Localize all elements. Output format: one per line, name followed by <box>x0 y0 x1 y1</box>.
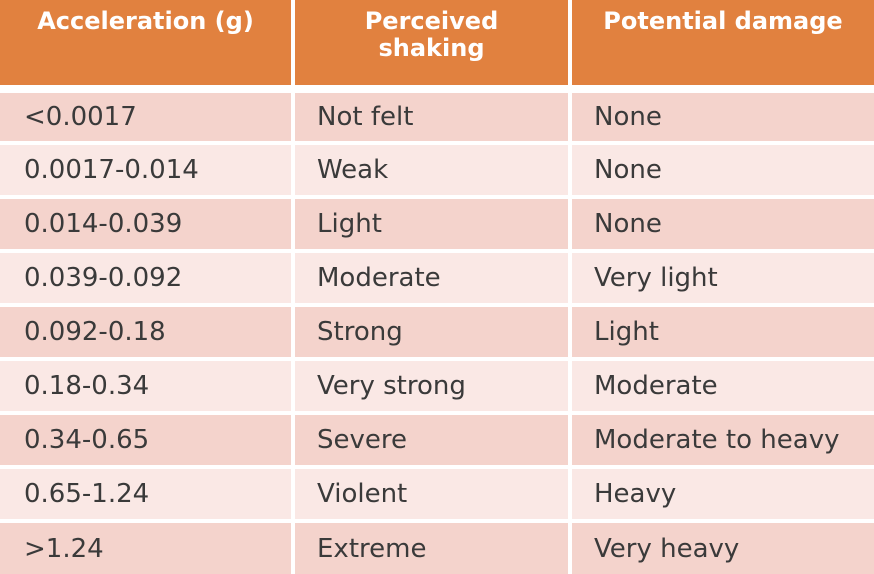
shaking-cell: Moderate <box>295 253 568 303</box>
acceleration-cell: 0.65-1.24 <box>0 469 291 519</box>
damage-value: Very light <box>594 263 718 293</box>
shaking-value: Extreme <box>317 533 427 564</box>
table-row: 0.0017-0.014 Weak None <box>0 145 874 195</box>
table-row: 0.18-0.34 Very strong Moderate <box>0 361 874 411</box>
damage-value: Heavy <box>594 479 677 509</box>
damage-cell: None <box>572 145 874 195</box>
damage-cell: Light <box>572 307 874 357</box>
damage-value: None <box>594 209 662 239</box>
shaking-cell: Very strong <box>295 361 568 411</box>
acceleration-value: 0.65-1.24 <box>24 479 150 509</box>
damage-cell: Heavy <box>572 469 874 519</box>
acceleration-cell: 0.34-0.65 <box>0 415 291 465</box>
acceleration-cell: 0.092-0.18 <box>0 307 291 357</box>
acceleration-value: 0.014-0.039 <box>24 209 183 239</box>
table-row: 0.039-0.092 Moderate Very light <box>0 253 874 303</box>
shaking-cell: Weak <box>295 145 568 195</box>
header-acceleration: Acceleration (g) <box>0 0 291 85</box>
shaking-value: Weak <box>317 155 389 185</box>
header-damage-label: Potential damage <box>603 7 843 35</box>
acceleration-value: 0.039-0.092 <box>24 263 183 293</box>
shaking-cell: Not felt <box>295 93 568 141</box>
acceleration-cell: <0.0017 <box>0 93 291 141</box>
acceleration-value: >1.24 <box>24 533 104 564</box>
shaking-cell: Violent <box>295 469 568 519</box>
damage-value: Very heavy <box>594 533 740 564</box>
table-row: 0.65-1.24 Violent Heavy <box>0 469 874 519</box>
acceleration-value: 0.18-0.34 <box>24 371 150 401</box>
acceleration-cell: 0.0017-0.014 <box>0 145 291 195</box>
header-perceived-shaking: Perceived shaking <box>295 0 568 85</box>
table-header-row: Acceleration (g) Perceived shaking Poten… <box>0 0 874 85</box>
header-potential-damage: Potential damage <box>572 0 874 85</box>
shaking-value: Severe <box>317 425 407 455</box>
acceleration-cell: >1.24 <box>0 523 291 574</box>
damage-cell: Moderate to heavy <box>572 415 874 465</box>
shaking-value: Violent <box>317 479 408 509</box>
shaking-value: Strong <box>317 317 403 347</box>
damage-cell: None <box>572 93 874 141</box>
shaking-cell: Severe <box>295 415 568 465</box>
acceleration-value: 0.34-0.65 <box>24 425 150 455</box>
damage-value: Moderate <box>594 371 718 401</box>
acceleration-cell: 0.18-0.34 <box>0 361 291 411</box>
acceleration-value: 0.092-0.18 <box>24 317 166 347</box>
acceleration-value: 0.0017-0.014 <box>24 155 199 185</box>
damage-cell: Very light <box>572 253 874 303</box>
shaking-value: Not felt <box>317 102 414 132</box>
damage-cell: None <box>572 199 874 249</box>
acceleration-cell: 0.039-0.092 <box>0 253 291 303</box>
table-row: >1.24 Extreme Very heavy <box>0 523 874 574</box>
table-row: 0.34-0.65 Severe Moderate to heavy <box>0 415 874 465</box>
shaking-cell: Extreme <box>295 523 568 574</box>
shaking-cell: Strong <box>295 307 568 357</box>
damage-cell: Moderate <box>572 361 874 411</box>
acceleration-cell: 0.014-0.039 <box>0 199 291 249</box>
damage-value: Moderate to heavy <box>594 425 840 455</box>
shaking-value: Light <box>317 209 382 239</box>
header-perceived-line2: shaking <box>378 34 485 62</box>
damage-value: None <box>594 102 662 132</box>
damage-value: None <box>594 155 662 185</box>
table-row: 0.092-0.18 Strong Light <box>0 307 874 357</box>
table-row: <0.0017 Not felt None <box>0 93 874 141</box>
shaking-cell: Light <box>295 199 568 249</box>
shaking-value: Moderate <box>317 263 441 293</box>
shaking-value: Very strong <box>317 371 466 401</box>
acceleration-value: <0.0017 <box>24 102 137 132</box>
header-acceleration-label: Acceleration (g) <box>37 7 254 35</box>
damage-value: Light <box>594 317 659 347</box>
header-perceived-line1: Perceived <box>364 7 499 35</box>
damage-cell: Very heavy <box>572 523 874 574</box>
table-row: 0.014-0.039 Light None <box>0 199 874 249</box>
